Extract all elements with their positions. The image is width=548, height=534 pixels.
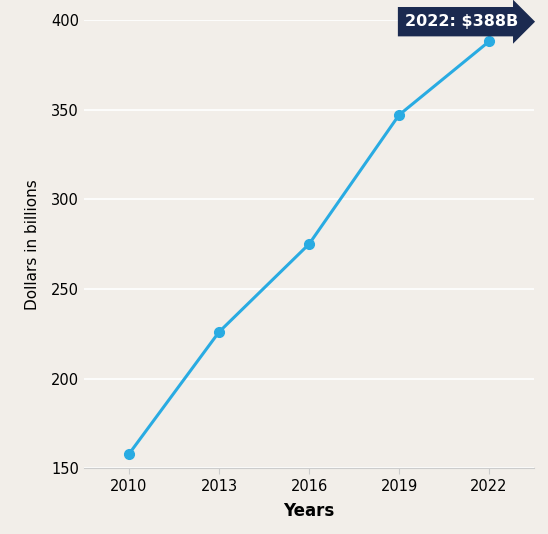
Text: 2022: $388B: 2022: $388B	[405, 14, 518, 29]
X-axis label: Years: Years	[283, 502, 335, 520]
Y-axis label: Dollars in billions: Dollars in billions	[25, 179, 40, 310]
